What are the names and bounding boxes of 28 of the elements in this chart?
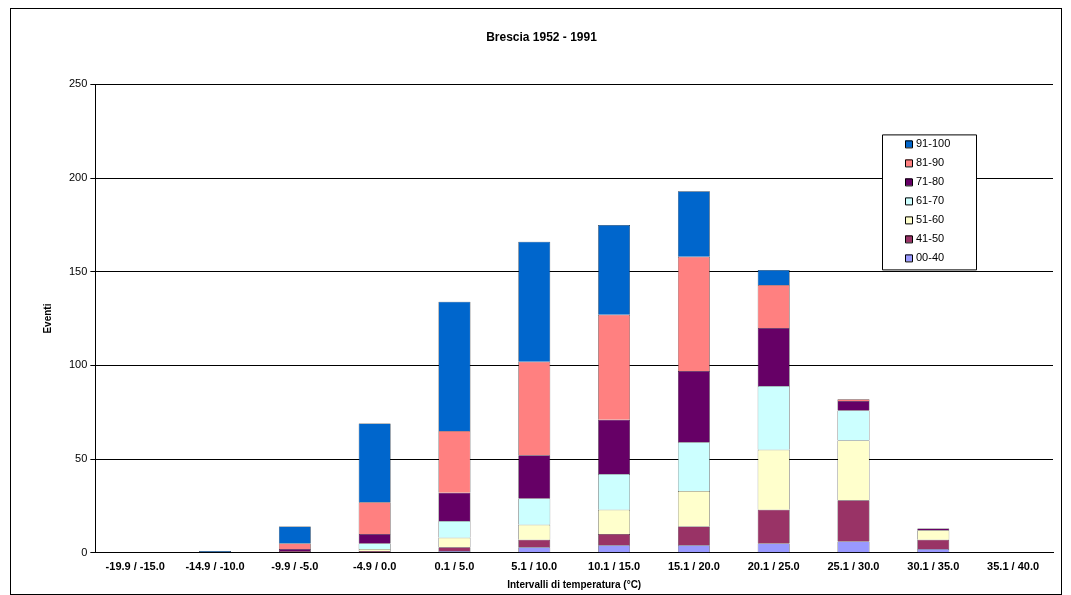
x-tick-label: 10.1 / 15.0 — [588, 560, 641, 573]
x-tick-label: 0.1 / 5.0 — [434, 560, 475, 573]
x-axis-title: Intervalli di temperatura (°C) — [507, 578, 642, 590]
y-tick-label: 250 — [68, 77, 88, 90]
legend-label: 81-90 — [916, 156, 945, 169]
y-axis-title: Eventi — [41, 303, 53, 334]
legend-label: 71-80 — [916, 175, 945, 188]
x-tick-label: -14.9 / -10.0 — [185, 560, 245, 573]
legend-label: 91-100 — [916, 137, 951, 150]
x-tick-label: 25.1 / 30.0 — [827, 560, 880, 573]
x-tick-label: -9.9 / -5.0 — [271, 560, 319, 573]
y-tick-label: 200 — [68, 171, 88, 184]
x-tick-label: -19.9 / -15.0 — [105, 560, 165, 573]
y-tick-label: 100 — [68, 358, 88, 371]
y-tick-label: 0 — [81, 545, 88, 558]
x-tick-label: 20.1 / 25.0 — [747, 560, 800, 573]
y-tick-label: 150 — [68, 264, 88, 277]
x-tick-label: 5.1 / 10.0 — [511, 560, 558, 573]
x-tick-label: 35.1 / 40.0 — [987, 560, 1040, 573]
x-tick-label: -4.9 / 0.0 — [352, 560, 397, 573]
legend-label: 61-70 — [916, 194, 945, 207]
x-tick-label: 15.1 / 20.0 — [667, 560, 720, 573]
legend-label: 00-40 — [916, 251, 945, 264]
legend-label: 51-60 — [916, 213, 945, 226]
y-tick-label: 50 — [75, 452, 88, 465]
legend-label: 41-50 — [916, 232, 945, 245]
chart-title: Brescia 1952 - 1991 — [486, 29, 598, 44]
x-tick-label: 30.1 / 35.0 — [907, 560, 960, 573]
